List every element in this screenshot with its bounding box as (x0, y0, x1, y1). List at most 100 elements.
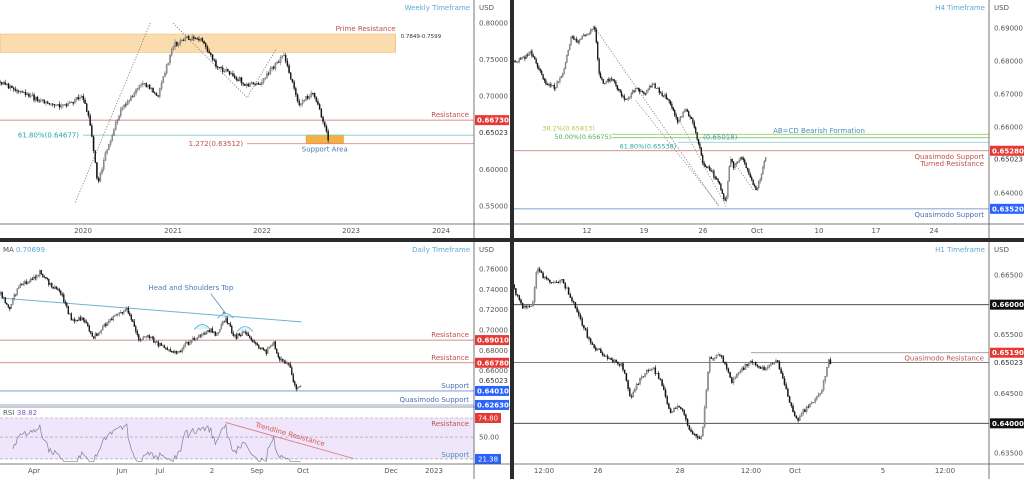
candle (655, 88, 658, 89)
candle (286, 60, 289, 66)
candle (691, 431, 694, 435)
candle (812, 402, 815, 403)
candle (710, 170, 712, 172)
candle (731, 377, 733, 384)
h4-chart[interactable]: 38.2%(0.65813)50.00%(0.65675) 61.80%(0.65… (514, 0, 1024, 238)
candle (579, 314, 582, 319)
candle (249, 335, 251, 339)
candle (276, 61, 278, 64)
candle (90, 331, 92, 334)
candle (704, 165, 707, 167)
plot-area[interactable]: 38.2%(0.65813)50.00%(0.65675) 61.80%(0.65… (514, 25, 989, 219)
candle (650, 86, 652, 88)
candle (176, 41, 178, 46)
candle (625, 98, 627, 100)
candle (702, 426, 704, 437)
candle (142, 336, 144, 341)
candle (283, 361, 285, 363)
candle (749, 174, 751, 178)
daily-chart[interactable]: Resistance Resistance Support Quasimodo Sup… (0, 242, 510, 479)
h1-chart[interactable]: Quasimodo Resistance USD H1 Timeframe 0.665… (514, 242, 1024, 479)
candle (1, 292, 3, 298)
candle (315, 96, 317, 102)
rsi-support-badge-text: 21.38 (478, 455, 498, 463)
candle (741, 157, 743, 159)
candle (715, 355, 718, 358)
candle (155, 93, 158, 96)
candle (205, 43, 207, 47)
candle (295, 384, 297, 390)
weekly-chart[interactable]: Prime Resistance Support Area Resistance 61… (0, 0, 510, 238)
candle (25, 281, 27, 284)
candle (63, 294, 65, 303)
candle (132, 319, 134, 322)
weekly-chart-panel[interactable]: Prime Resistance Support Area Resistance 61… (0, 0, 510, 238)
shoulder-arc (193, 324, 211, 330)
candle (10, 304, 12, 310)
trendline-drawing (0, 297, 302, 323)
candle (770, 363, 772, 366)
candle (600, 349, 602, 353)
candle (746, 167, 749, 170)
candle (13, 294, 15, 299)
annotation-text: Head and Shoulders Top (148, 284, 233, 292)
candle (187, 341, 189, 345)
price-badge-text: 0.64010 (477, 387, 509, 395)
time-tick-label: 2 (210, 467, 214, 475)
candle (147, 84, 149, 88)
candle (517, 61, 519, 63)
h4-chart-panel[interactable]: 38.2%(0.65813) 50.00%(0.65675) 61.80%(0.65… (514, 0, 1024, 238)
candle (97, 333, 99, 336)
candle (678, 406, 680, 408)
candle (298, 386, 300, 388)
price-badge-text: 0.64000 (992, 420, 1024, 428)
candle (724, 362, 726, 364)
candle (587, 34, 589, 36)
annotation-text: AB=CD Bearish Formation (773, 127, 865, 135)
candle (292, 374, 294, 382)
candle (617, 361, 619, 365)
candle (58, 104, 61, 108)
candle (633, 90, 635, 92)
candle (33, 94, 35, 101)
candle (99, 331, 101, 334)
candle (277, 352, 279, 358)
candle (657, 372, 660, 379)
candle (139, 339, 141, 341)
plot-area[interactable]: Prime Resistance Support Area Resistance 61… (0, 22, 474, 203)
time-tick-label: Oct (297, 467, 309, 475)
time-tick-label: 2022 (253, 227, 271, 235)
candle (635, 383, 638, 390)
candle (222, 321, 224, 325)
candle (220, 66, 222, 68)
timeframe-title: H1 Timeframe (935, 246, 985, 254)
h1-chart-panel[interactable]: Quasimodo Resistance USD H1 Timeframe 0.665… (514, 242, 1024, 479)
price-badge (990, 347, 1024, 358)
candle (708, 357, 711, 373)
candle (766, 367, 769, 369)
plot-area[interactable]: Quasimodo Resistance (514, 266, 989, 441)
rsi-tick-label: 50.00 (479, 434, 499, 442)
candle (787, 388, 789, 397)
candle (266, 73, 268, 78)
candle (603, 355, 606, 357)
candle (690, 117, 693, 120)
candle (247, 333, 249, 337)
candle (814, 399, 816, 403)
candle (64, 301, 66, 304)
candle (637, 383, 640, 385)
candle (288, 363, 290, 365)
candle (198, 38, 200, 41)
time-tick-label: 2023 (342, 227, 360, 235)
candle (166, 348, 168, 350)
candle (816, 396, 818, 400)
time-tick-label: 12:00 (534, 467, 554, 475)
candle (685, 414, 687, 420)
candle (235, 334, 237, 339)
candle (528, 52, 530, 56)
plot-area[interactable]: Resistance Resistance Support Quasimodo Sup… (0, 269, 474, 406)
candle (36, 275, 38, 279)
candle (548, 83, 550, 85)
candle (258, 345, 260, 349)
daily-chart-panel[interactable]: Resistance Resistance Support Quasimodo Sup… (0, 242, 510, 479)
